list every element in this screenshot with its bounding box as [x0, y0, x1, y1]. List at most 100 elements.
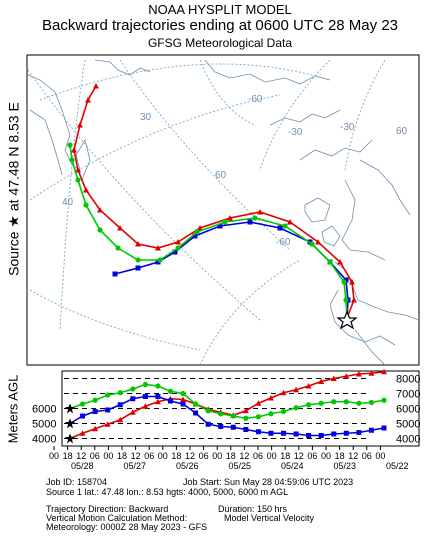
grid-label: -30: [340, 122, 355, 133]
hour-label: 00: [103, 451, 113, 461]
trajectory-direction: Trajectory Direction: Backward: [46, 504, 169, 514]
height-point: [193, 410, 199, 416]
height-point: [105, 392, 111, 398]
height-point: [331, 399, 337, 405]
height-point: [80, 413, 86, 419]
date-label: 05/25: [229, 461, 252, 471]
trajectory-marker: [75, 167, 81, 173]
source-star-icon: [336, 310, 358, 330]
trajectory-marker: [341, 279, 347, 285]
trajectory-marker: [71, 147, 77, 153]
height-point: [293, 431, 299, 437]
left-height-label: 5000: [32, 419, 56, 431]
height-point: [155, 394, 161, 399]
height-point: [293, 386, 300, 393]
trajectory-marker: [117, 225, 123, 231]
height-point: [243, 427, 249, 432]
height-point: [343, 373, 350, 379]
grid-label: 40: [62, 197, 74, 208]
height-point: [79, 430, 86, 436]
hour-label: 00: [321, 451, 331, 461]
hour-label: 12: [239, 451, 249, 461]
hour-label: 00: [375, 451, 385, 461]
trajectory-marker: [252, 215, 258, 221]
height-point: [92, 397, 98, 403]
trajectory-marker: [343, 277, 349, 283]
height-point: [142, 381, 148, 388]
trajectory-marker: [157, 257, 163, 263]
date-label: 05/26: [176, 461, 199, 471]
hour-label: 18: [117, 451, 127, 461]
trajectory-marker: [97, 227, 103, 233]
hour-label: 00: [158, 451, 168, 461]
trajectory-path: [69, 144, 348, 319]
height-series-path: [69, 370, 385, 440]
grid-label: 60: [396, 126, 408, 137]
trajectory-marker: [327, 259, 333, 265]
grid-labels: -60 -30 -30 60 60 -60 40 30: [62, 94, 408, 248]
height-point: [218, 424, 224, 429]
hour-label: 12: [294, 451, 304, 461]
height-point: [331, 431, 337, 437]
height-point: [255, 429, 261, 435]
date-label: 05/22: [386, 461, 409, 471]
height-point: [368, 399, 375, 406]
height-point: [318, 400, 324, 406]
height-point: [305, 383, 312, 389]
trajectory-marker: [343, 297, 349, 303]
hour-label: 12: [76, 451, 86, 461]
trajectory-marker: [155, 245, 161, 251]
job-id: Job ID: 158704: [46, 477, 108, 487]
height-point: [79, 401, 86, 407]
height-point: [193, 401, 199, 407]
hour-label: 18: [335, 451, 345, 461]
trajectory-marker: [194, 229, 200, 235]
trajectory-marker: [277, 225, 283, 231]
left-height-label: 6000: [32, 404, 56, 416]
height-point: [255, 400, 262, 406]
height-point: [356, 430, 362, 435]
height-point: [92, 409, 98, 414]
right-height-label: 6000: [396, 404, 420, 416]
grid-label: -60: [276, 237, 291, 248]
height-point: [255, 414, 261, 420]
height-point: [155, 383, 161, 389]
height-point: [381, 425, 387, 431]
trajectory-marker: [351, 297, 357, 303]
height-point: [180, 401, 186, 407]
height-point: [130, 396, 136, 402]
left-height-label: 4000: [32, 434, 56, 446]
height-point: [318, 433, 324, 438]
height-point: [368, 370, 375, 376]
start-star-icon: [65, 403, 75, 414]
height-point: [117, 416, 124, 423]
height-point: [306, 402, 312, 408]
start-star-icon: [65, 418, 75, 429]
trajectory-marker: [83, 187, 89, 193]
trajectory-marker: [222, 219, 228, 225]
trajectory-paths: [67, 83, 357, 319]
right-height-label: 8000: [396, 374, 420, 386]
height-point: [92, 425, 99, 432]
grid-label: -30: [288, 127, 303, 138]
height-point: [280, 389, 287, 396]
job-start: Job Start: Sun May 28 04:59:06 UTC 2023: [183, 477, 354, 487]
height-point: [355, 371, 362, 377]
lat-lon-grid: [27, 59, 386, 366]
hour-label: 12: [348, 451, 358, 461]
hour-label: 06: [199, 451, 209, 461]
trajectory-marker: [97, 207, 103, 213]
hour-label: 12: [131, 451, 141, 461]
left-height-labels: 6000 5000 4000: [32, 404, 56, 446]
height-point: [130, 386, 136, 392]
vertical-motion-value: Model Vertical Velocity: [224, 513, 315, 523]
trajectory-marker: [175, 239, 181, 245]
height-point: [381, 368, 387, 375]
trajectory-marker: [115, 245, 121, 251]
data-source: GFSG Meteorological Data: [147, 36, 293, 50]
trajectory-marker: [67, 142, 73, 148]
date-label: 05/27: [124, 461, 147, 471]
trajectory-marker: [349, 279, 355, 285]
right-height-label: 5000: [396, 419, 420, 431]
